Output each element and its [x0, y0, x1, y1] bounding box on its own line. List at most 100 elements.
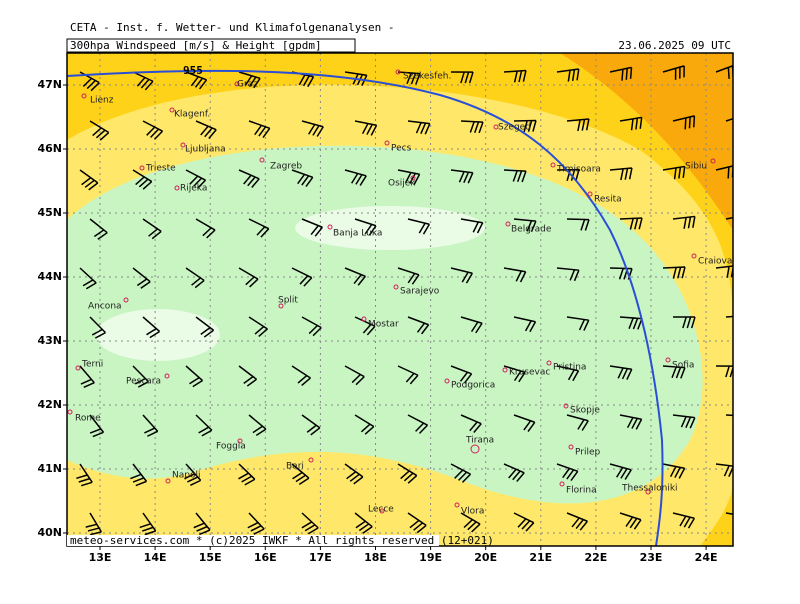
- wind-barb: [460, 120, 484, 134]
- wind-barb: [354, 414, 375, 435]
- city-label: Resita: [594, 195, 622, 205]
- wind-barb: [397, 267, 420, 285]
- city-label: Mostar: [368, 320, 399, 330]
- wind-barb: [407, 218, 431, 235]
- lat-label: 43N: [37, 334, 62, 347]
- city-marker: [169, 107, 175, 113]
- lon-label: 17E: [309, 551, 332, 564]
- lat-label: 44N: [37, 270, 62, 283]
- city-label: Pescara: [126, 377, 161, 387]
- city-marker: [67, 409, 73, 415]
- city-label: Rijeka: [180, 184, 207, 194]
- city-label: Pecs: [391, 144, 412, 154]
- city-marker: [691, 253, 697, 259]
- field: 955 Szekesfeh. Graz Lienz Klagenf. Ljubljana…: [67, 53, 733, 546]
- city-label: Banja Luka: [333, 229, 382, 239]
- wind-barb: [715, 463, 733, 478]
- wind-barb: [450, 463, 472, 483]
- city-marker: [546, 360, 552, 366]
- wind-barb: [301, 120, 324, 137]
- city-marker: [259, 157, 265, 163]
- city-marker: [327, 224, 333, 230]
- wind-barb: [556, 365, 580, 382]
- wind-barb: [407, 316, 430, 335]
- wind-barb: [513, 512, 535, 532]
- wind-barbs: [76, 64, 733, 536]
- wind-barb: [238, 267, 259, 288]
- city-label: Rome: [75, 414, 101, 424]
- wind-barb: [76, 463, 93, 487]
- city-marker: [393, 284, 399, 290]
- wind-barb: [619, 316, 643, 330]
- city-label: Klagenf.: [174, 110, 210, 120]
- lat-label: 42N: [37, 398, 62, 411]
- city-marker: [559, 481, 565, 487]
- city-marker: [75, 365, 81, 371]
- wind-barb: [291, 365, 311, 386]
- city-marker: [164, 373, 170, 379]
- wind-barb: [503, 69, 527, 83]
- lat-label: 41N: [37, 462, 62, 475]
- wind-barb: [142, 414, 159, 437]
- wind-barb: [85, 512, 102, 536]
- wind-barb: [184, 463, 202, 486]
- city-label: Lecce: [368, 505, 394, 515]
- title: 300hpa Windspeed [m/s] & Height [gpdm]: [70, 39, 322, 52]
- city-label: Bari: [286, 462, 304, 472]
- wind-barb: [301, 316, 322, 337]
- wind-barb: [715, 64, 733, 79]
- wind-barb: [344, 463, 364, 485]
- wind-barb: [89, 316, 107, 339]
- wind-barb: [503, 365, 526, 383]
- wind-barb: [195, 316, 215, 338]
- wind-barb: [609, 167, 633, 181]
- wind-barb: [513, 119, 537, 132]
- axis-ticks: 13E 14E 15E 16E 17E 18E 19E 20E 21E 22E 23E 24E 47N 4…: [37, 78, 717, 564]
- city-label: Belgrade: [511, 225, 552, 235]
- city-marker: [123, 297, 129, 303]
- wind-barb: [556, 267, 580, 282]
- wind-barb: [195, 218, 216, 239]
- city-label: Krusevac: [509, 368, 550, 378]
- height-contour: [67, 69, 664, 546]
- wind-barb: [79, 267, 97, 290]
- city-marker: [444, 378, 450, 384]
- city-label: Trieste: [145, 164, 176, 174]
- city-marker: [395, 69, 401, 75]
- title-box: [66, 38, 356, 53]
- band-pale: [96, 309, 220, 361]
- wind-barb: [142, 316, 161, 339]
- city-label: Zagreb: [270, 162, 302, 172]
- wind-barb: [291, 267, 313, 287]
- city-marker: [505, 221, 511, 227]
- wind-barb: [556, 68, 580, 82]
- wind-barb: [248, 414, 267, 437]
- wind-barb: [248, 120, 271, 139]
- wind-barb: [609, 267, 633, 280]
- city-label: Pristina: [553, 363, 586, 373]
- wind-barb: [407, 120, 431, 135]
- city-label: Skopje: [570, 406, 600, 416]
- city-label: Szekesfeh.: [403, 72, 451, 82]
- city-label: Napoli: [172, 471, 200, 481]
- wind-barb: [715, 265, 733, 278]
- wind-barb: [662, 463, 686, 479]
- lon-label: 13E: [89, 551, 112, 564]
- city-marker: [410, 175, 416, 181]
- lon-label: 16E: [254, 551, 277, 564]
- city-label: Sofia: [672, 361, 694, 371]
- lon-label: 22E: [584, 551, 607, 564]
- wind-barb: [662, 365, 686, 379]
- wind-barb: [503, 267, 527, 283]
- city-marker: [384, 140, 390, 146]
- wind-barb: [460, 414, 482, 434]
- wind-barb: [139, 512, 157, 536]
- city-label: Craiova: [698, 257, 732, 267]
- wind-barb: [450, 365, 473, 384]
- contour-label: 955: [183, 64, 203, 77]
- wind-barb: [301, 414, 321, 436]
- city-label: Thessaloniki: [621, 484, 678, 494]
- wind-barb: [672, 215, 696, 229]
- wind-barb: [344, 169, 367, 186]
